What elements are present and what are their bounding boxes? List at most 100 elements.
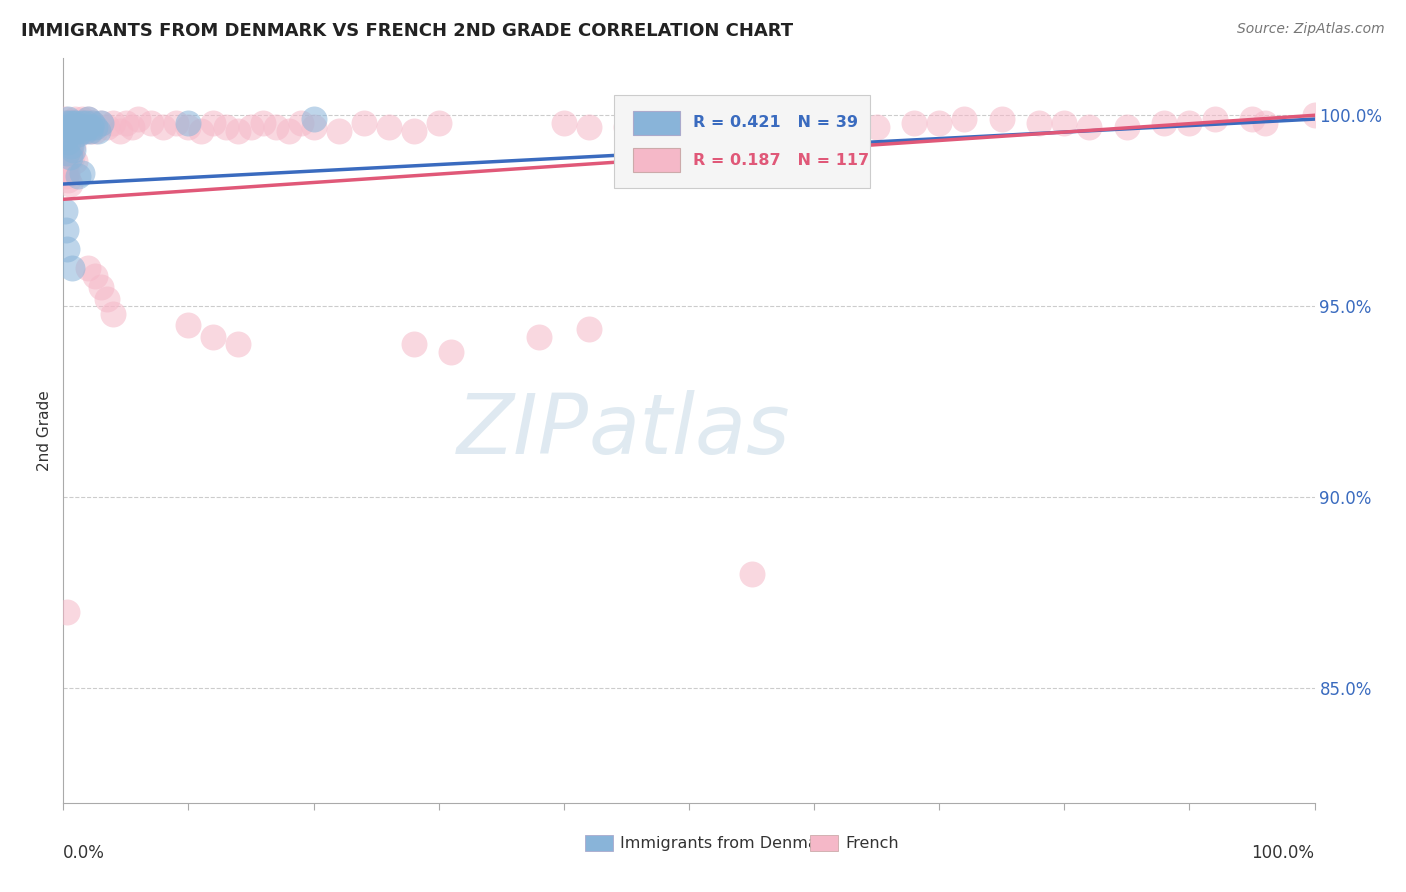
Point	[70, 165, 93, 179]
Point	[63, 120, 86, 134]
Point	[127, 112, 149, 127]
Point	[139, 116, 162, 130]
Point	[77, 261, 100, 276]
Point	[83, 120, 105, 134]
Point	[165, 116, 187, 130]
Point	[1053, 116, 1076, 130]
Point	[56, 242, 79, 256]
Point	[73, 123, 96, 137]
Point	[66, 123, 89, 137]
Point	[55, 169, 77, 184]
Point	[228, 123, 250, 137]
Point	[59, 135, 82, 149]
Point	[103, 307, 125, 321]
Point	[1178, 116, 1201, 130]
Text: ZIP: ZIP	[457, 390, 589, 471]
Point	[703, 112, 725, 127]
Point	[59, 120, 82, 134]
Point	[353, 116, 375, 130]
Point	[58, 173, 80, 187]
Point	[63, 154, 86, 169]
FancyBboxPatch shape	[614, 95, 870, 188]
Point	[80, 120, 103, 134]
Point	[527, 330, 550, 344]
Point	[616, 120, 638, 134]
Point	[177, 318, 200, 333]
Point	[65, 116, 87, 130]
Point	[90, 116, 112, 130]
Point	[75, 123, 97, 137]
Point	[177, 120, 200, 134]
Point	[108, 123, 131, 137]
Point	[115, 116, 138, 130]
Bar	[810, 835, 838, 851]
Point	[83, 123, 105, 137]
Point	[60, 116, 83, 130]
Point	[76, 116, 98, 130]
Point	[1303, 108, 1326, 122]
Point	[67, 123, 90, 137]
Point	[1253, 116, 1275, 130]
Point	[103, 116, 125, 130]
Point	[69, 120, 91, 134]
Point	[56, 146, 79, 161]
Point	[65, 116, 87, 130]
Text: IMMIGRANTS FROM DENMARK VS FRENCH 2ND GRADE CORRELATION CHART: IMMIGRANTS FROM DENMARK VS FRENCH 2ND GR…	[21, 22, 793, 40]
Point	[1078, 120, 1101, 134]
Point	[58, 116, 80, 130]
Point	[67, 169, 90, 184]
Point	[58, 112, 80, 127]
Text: Immigrants from Denmark: Immigrants from Denmark	[620, 836, 834, 850]
Point	[60, 150, 83, 164]
Point	[55, 116, 77, 130]
Point	[58, 177, 80, 191]
Point	[228, 337, 250, 351]
Point	[62, 143, 84, 157]
Point	[72, 120, 94, 134]
Point	[402, 337, 425, 351]
Point	[63, 112, 86, 127]
Point	[77, 112, 100, 127]
Point	[56, 120, 79, 134]
Point	[928, 116, 950, 130]
Point	[58, 116, 80, 130]
Point	[73, 120, 96, 134]
Point	[69, 123, 91, 137]
Point	[58, 150, 80, 164]
Text: French: French	[845, 836, 898, 850]
Point	[69, 116, 91, 130]
Point	[75, 116, 97, 130]
Point	[77, 112, 100, 127]
Point	[59, 138, 82, 153]
Point	[70, 116, 93, 130]
Point	[60, 123, 83, 137]
Point	[177, 116, 200, 130]
Text: R = 0.421   N = 39: R = 0.421 N = 39	[693, 115, 858, 130]
Point	[56, 143, 79, 157]
Point	[90, 280, 112, 294]
Point	[215, 120, 238, 134]
Text: atlas: atlas	[589, 390, 790, 471]
Text: 100.0%: 100.0%	[1251, 844, 1315, 862]
Text: Source: ZipAtlas.com: Source: ZipAtlas.com	[1237, 22, 1385, 37]
Point	[427, 116, 450, 130]
Point	[991, 112, 1014, 127]
Point	[553, 116, 575, 130]
Point	[53, 112, 76, 127]
Point	[80, 116, 103, 130]
Point	[1204, 112, 1226, 127]
Point	[578, 322, 600, 336]
Point	[96, 120, 118, 134]
Point	[79, 123, 101, 137]
Point	[202, 330, 225, 344]
Point	[53, 203, 76, 218]
Point	[58, 146, 80, 161]
Point	[1028, 116, 1050, 130]
Y-axis label: 2nd Grade: 2nd Grade	[37, 390, 52, 471]
Point	[741, 566, 763, 581]
Point	[302, 112, 325, 127]
Point	[239, 120, 263, 134]
Bar	[633, 148, 681, 172]
Point	[56, 165, 79, 179]
Point	[55, 116, 77, 130]
